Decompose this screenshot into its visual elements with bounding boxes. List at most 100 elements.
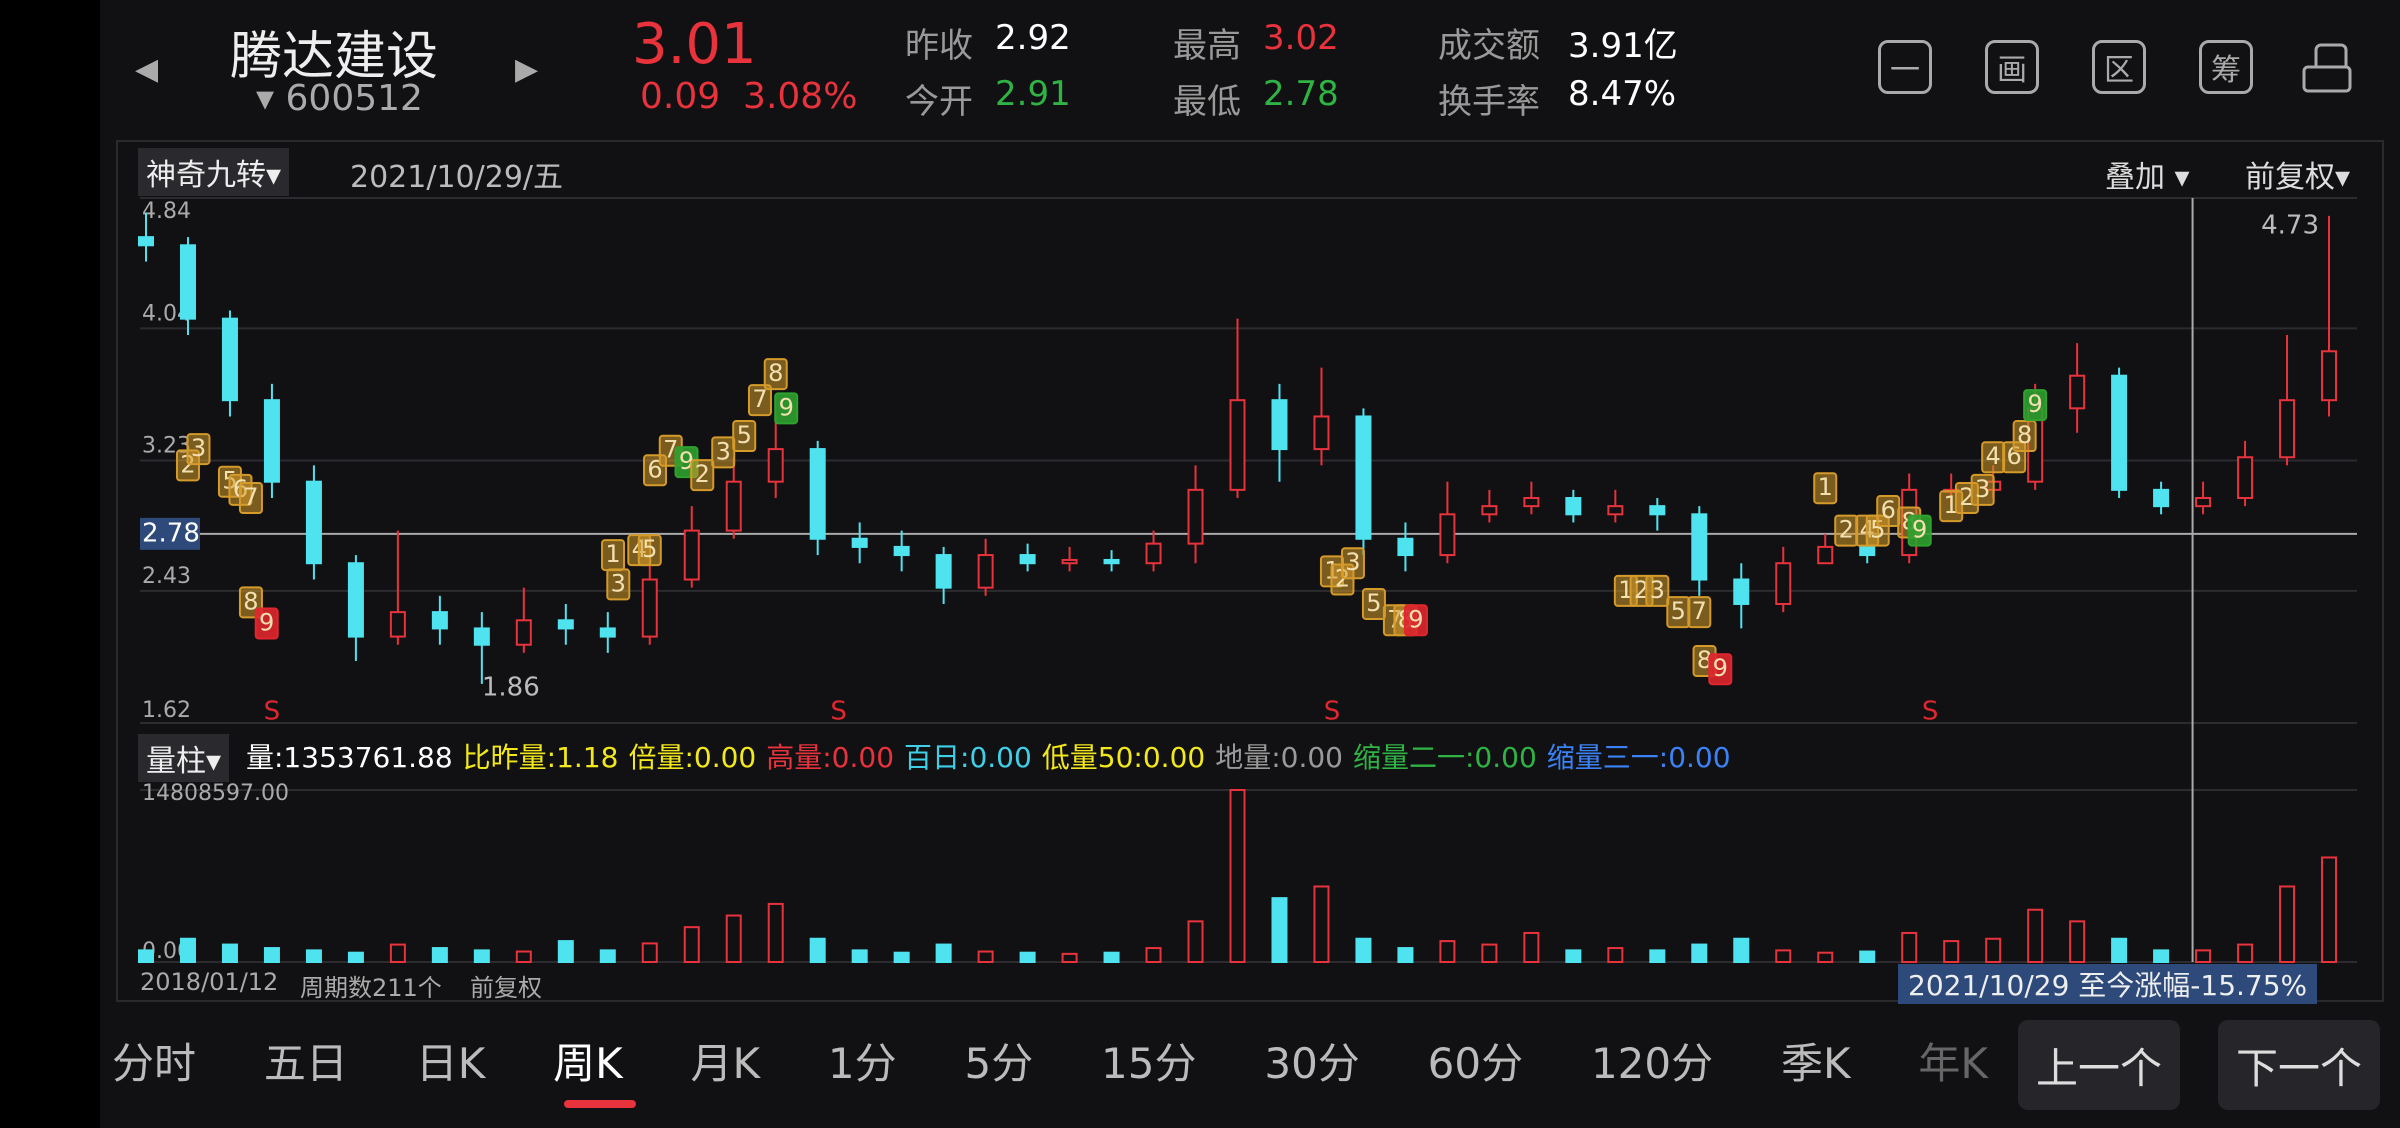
candle-body bbox=[1271, 399, 1288, 451]
volume-bar bbox=[179, 937, 196, 964]
candle-body bbox=[1775, 562, 1792, 605]
volume-bar bbox=[725, 914, 742, 964]
candle-body bbox=[1145, 542, 1162, 565]
volume-select[interactable]: 量柱▾ bbox=[138, 734, 230, 782]
tool-icon[interactable]: 画 bbox=[1985, 40, 2039, 94]
volume-bar bbox=[1229, 789, 1246, 963]
td-label: 3 bbox=[1975, 475, 1990, 503]
candle-body bbox=[1565, 497, 1582, 516]
prev-stock[interactable]: ◀ bbox=[135, 52, 159, 87]
phone-shape bbox=[2302, 65, 2352, 93]
period-tab[interactable]: 120分 bbox=[1590, 1039, 1714, 1088]
candle-body bbox=[641, 578, 658, 638]
rotate-icon[interactable] bbox=[2300, 40, 2354, 94]
overlay[interactable]: 叠加 ▾ bbox=[2105, 160, 2190, 195]
y-tick-label: 1.62 bbox=[142, 698, 191, 723]
tool-icon[interactable]: 一 bbox=[1878, 40, 1932, 94]
period-tab[interactable]: 五日 bbox=[263, 1039, 348, 1088]
volume-bar bbox=[1817, 951, 1834, 964]
period-tab[interactable]: 1分 bbox=[827, 1039, 897, 1088]
volume-bar bbox=[1943, 940, 1960, 963]
candle-body bbox=[767, 448, 784, 483]
candle-body bbox=[683, 529, 700, 581]
next-button[interactable]: 下一个 bbox=[2218, 1020, 2380, 1110]
td-box bbox=[606, 568, 631, 601]
period-tab[interactable]: 季K bbox=[1780, 1039, 1851, 1088]
period-tab[interactable]: 5分 bbox=[964, 1039, 1034, 1088]
signal: S bbox=[830, 697, 847, 727]
period-tab[interactable]: 60分 bbox=[1427, 1039, 1524, 1088]
volume-bar bbox=[683, 926, 700, 964]
volume-bar bbox=[1481, 943, 1498, 964]
stat-value: 2.91 bbox=[995, 74, 1071, 114]
candle-body bbox=[431, 611, 448, 630]
change-pct: 3.08% bbox=[743, 76, 858, 117]
candle-body bbox=[1019, 554, 1036, 565]
volume-bar bbox=[2153, 949, 2170, 964]
volume-bar bbox=[2321, 856, 2338, 963]
candle-body bbox=[1481, 505, 1498, 516]
stat-value: 2.92 bbox=[995, 18, 1071, 58]
candle-body bbox=[1607, 505, 1624, 516]
volume-bar bbox=[347, 951, 364, 964]
td-box bbox=[2023, 389, 2048, 422]
td-label: 8 bbox=[243, 587, 258, 615]
td-label: 1 bbox=[605, 540, 620, 568]
volume-bar bbox=[1649, 949, 1666, 964]
candle-body bbox=[2153, 488, 2170, 508]
adjust[interactable]: 前复权▾ bbox=[2245, 160, 2351, 195]
footer-adjust: 前复权 bbox=[470, 974, 542, 1002]
tool-icon[interactable]: 筹 bbox=[2199, 40, 2253, 94]
y-tick-label: 2.43 bbox=[142, 564, 191, 589]
candle-body bbox=[809, 448, 826, 540]
price: 3.01 bbox=[632, 12, 757, 77]
period-tab[interactable]: 30分 bbox=[1264, 1039, 1360, 1088]
volume-bar bbox=[1691, 943, 1708, 964]
stock-code[interactable]: ▾ 600512 bbox=[256, 78, 423, 119]
volume-bar bbox=[2111, 937, 2128, 964]
td-label: 7 bbox=[752, 385, 767, 413]
td-box bbox=[1687, 596, 1712, 629]
cursor-date: 2021/10/29/五 bbox=[350, 160, 564, 195]
td-box bbox=[1340, 547, 1365, 580]
td-box bbox=[774, 392, 799, 425]
period-tab[interactable]: 15分 bbox=[1101, 1039, 1197, 1088]
indicator-value: 低量50:0.00 bbox=[1041, 741, 1206, 774]
tab-underline bbox=[563, 1100, 636, 1108]
td-box bbox=[186, 433, 211, 466]
volume-bar bbox=[431, 947, 448, 963]
crosshair-label: 2.78 bbox=[142, 518, 200, 548]
prev-button[interactable]: 上一个 bbox=[2018, 1020, 2180, 1110]
stat-value: 2.78 bbox=[1263, 74, 1339, 114]
td-label: 9 bbox=[2028, 390, 2043, 418]
td-label: 9 bbox=[1912, 516, 1927, 544]
td-box bbox=[747, 384, 772, 417]
indicator-value: 高量:0.00 bbox=[766, 741, 895, 774]
chart-panel bbox=[116, 140, 2384, 1002]
period-tab[interactable]: 日K bbox=[415, 1039, 486, 1088]
indicator-value: 缩量三一:0.00 bbox=[1546, 741, 1731, 774]
candle-body bbox=[725, 480, 742, 532]
period-tab[interactable]: 分时 bbox=[112, 1039, 197, 1088]
td-label: 7 bbox=[243, 483, 258, 511]
candle-body bbox=[1229, 399, 1246, 491]
candle-body bbox=[473, 627, 490, 646]
y-tick-label: 4.84 bbox=[142, 199, 191, 224]
indicator-select[interactable]: 神奇九转▾ bbox=[138, 148, 290, 196]
period-tab[interactable]: 周K bbox=[541, 1030, 636, 1108]
candle-body bbox=[138, 236, 154, 247]
adjust-text: 前复权 bbox=[2245, 160, 2335, 195]
volume-bar bbox=[2237, 943, 2254, 964]
candle-body bbox=[2321, 350, 2338, 402]
period-tab[interactable]: 月K bbox=[690, 1039, 761, 1088]
td-box bbox=[711, 436, 736, 469]
period-tab[interactable]: 年K bbox=[1918, 1039, 1988, 1088]
stat-label: 今开 bbox=[905, 82, 973, 122]
volume-bar bbox=[389, 943, 406, 964]
next-stock[interactable]: ▶ bbox=[515, 52, 539, 87]
td-label: 9 bbox=[1713, 654, 1728, 682]
tool-icon[interactable]: 区 bbox=[2092, 40, 2146, 94]
volume-bar bbox=[1061, 952, 1078, 963]
stat-label: 昨收 bbox=[905, 26, 973, 66]
volume-bar bbox=[1985, 937, 2002, 964]
